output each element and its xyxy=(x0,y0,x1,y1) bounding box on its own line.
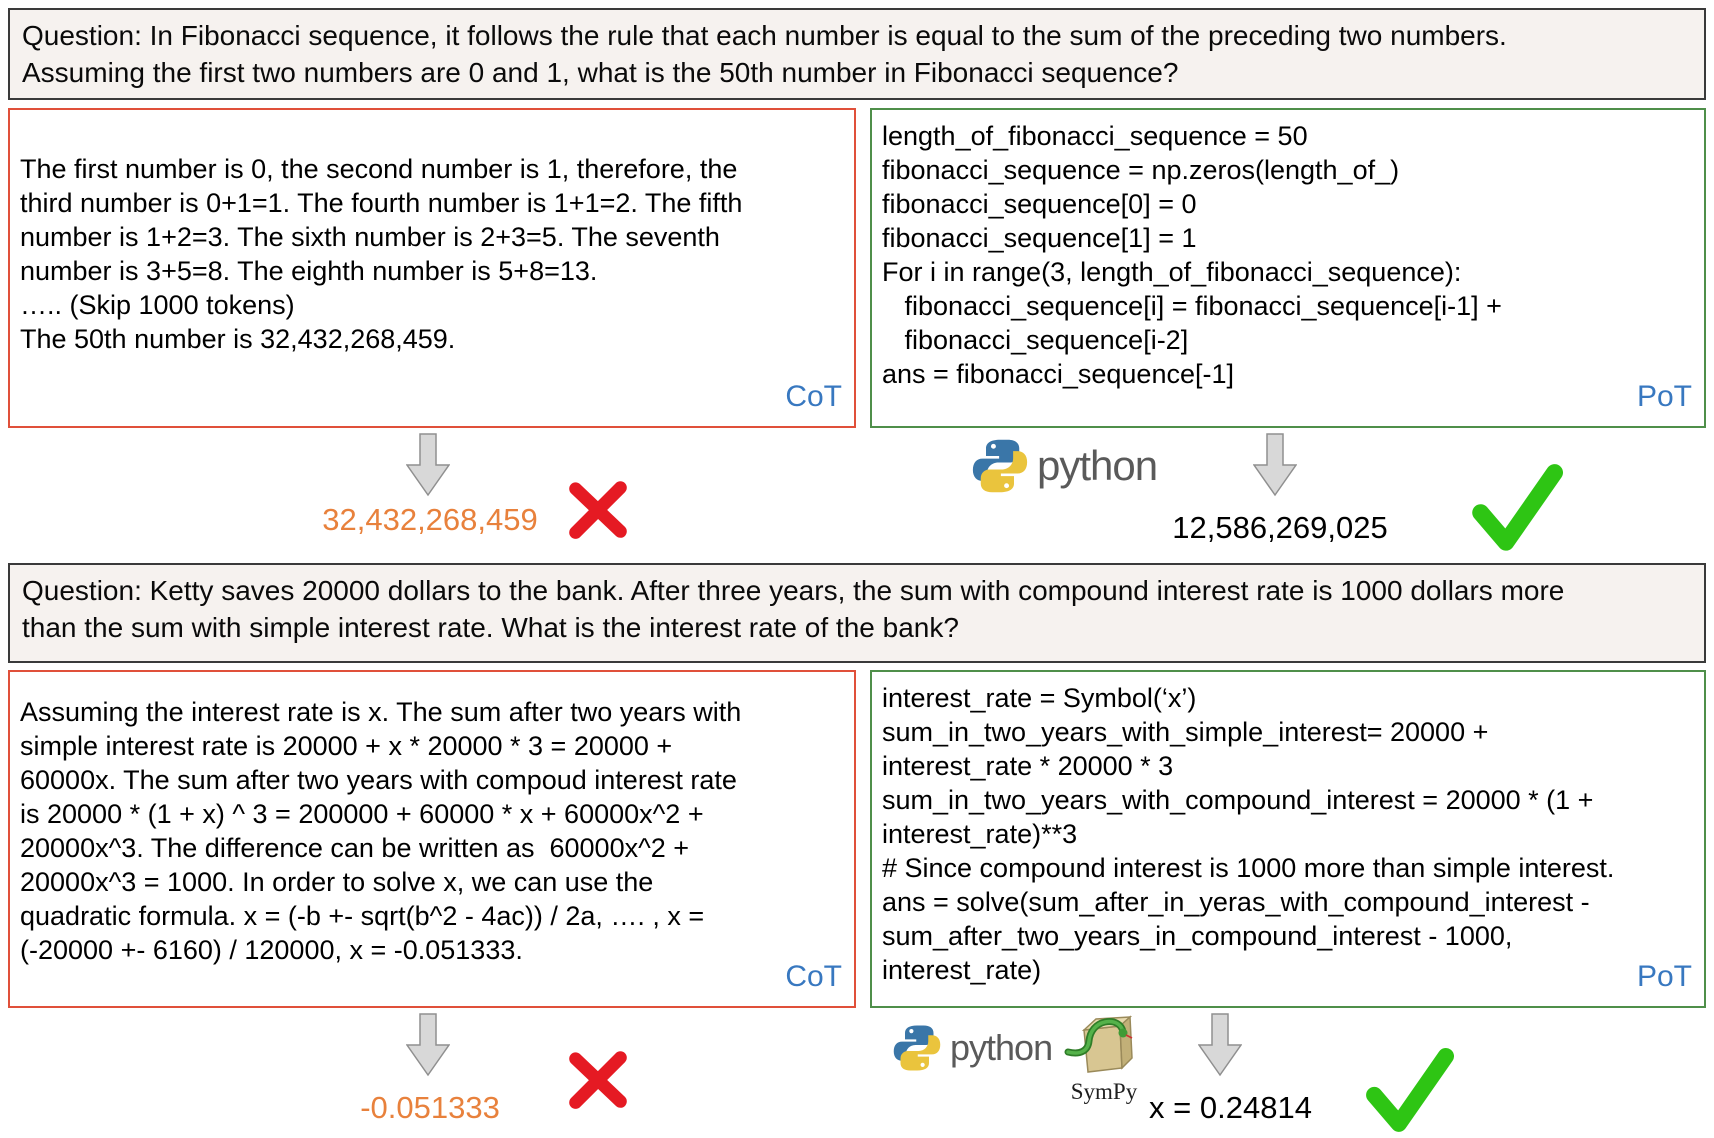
pot-correct-answer: x = 0.24814 xyxy=(1149,1090,1312,1125)
python-icon xyxy=(972,439,1028,493)
sympy-icon xyxy=(1064,1015,1133,1073)
check-icon xyxy=(1472,464,1563,551)
cot-reasoning-text: Assuming the interest rate is x. The sum… xyxy=(20,697,742,965)
cross-icon xyxy=(569,481,627,539)
cot-reasoning-text: The first number is 0, the second number… xyxy=(20,154,743,354)
python-icon xyxy=(893,1025,941,1071)
arrow-down-icon xyxy=(1253,433,1297,497)
python-wordmark: python xyxy=(1037,442,1158,489)
arrow-down-icon xyxy=(406,1013,450,1077)
sympy-wordmark: SymPy xyxy=(1070,1079,1138,1104)
pot-code-text: interest_rate = Symbol(‘x’) sum_in_two_y… xyxy=(882,683,1615,985)
arrow-down-icon xyxy=(406,433,450,497)
check-icon xyxy=(1366,1048,1454,1132)
cot-label: CoT xyxy=(785,380,842,413)
pot-box-fibonacci: length_of_fibonacci_sequence = 50 fibona… xyxy=(870,108,1706,428)
cot-wrong-answer: -0.051333 xyxy=(360,1090,500,1125)
python-logo: python xyxy=(972,438,1158,494)
pot-correct-answer: 12,586,269,025 xyxy=(1172,510,1388,545)
arrow-down-icon xyxy=(1198,1013,1242,1077)
sympy-logo: SymPy xyxy=(1056,1012,1152,1105)
cot-box-interest: Assuming the interest rate is x. The sum… xyxy=(8,670,856,1008)
cot-label: CoT xyxy=(785,960,842,993)
question-box-interest: Question: Ketty saves 20000 dollars to t… xyxy=(8,563,1706,663)
pot-code-text: length_of_fibonacci_sequence = 50 fibona… xyxy=(882,121,1502,389)
cot-wrong-answer: 32,432,268,459 xyxy=(322,502,538,537)
pot-label: PoT xyxy=(1636,960,1692,993)
python-logo: python xyxy=(893,1024,1053,1072)
cross-icon xyxy=(569,1051,627,1109)
pot-box-interest: interest_rate = Symbol(‘x’) sum_in_two_y… xyxy=(870,670,1706,1008)
pot-label: PoT xyxy=(1636,380,1692,413)
python-wordmark: python xyxy=(950,1027,1053,1068)
cot-box-fibonacci: The first number is 0, the second number… xyxy=(8,108,856,428)
question-box-fibonacci: Question: In Fibonacci sequence, it foll… xyxy=(8,8,1706,100)
